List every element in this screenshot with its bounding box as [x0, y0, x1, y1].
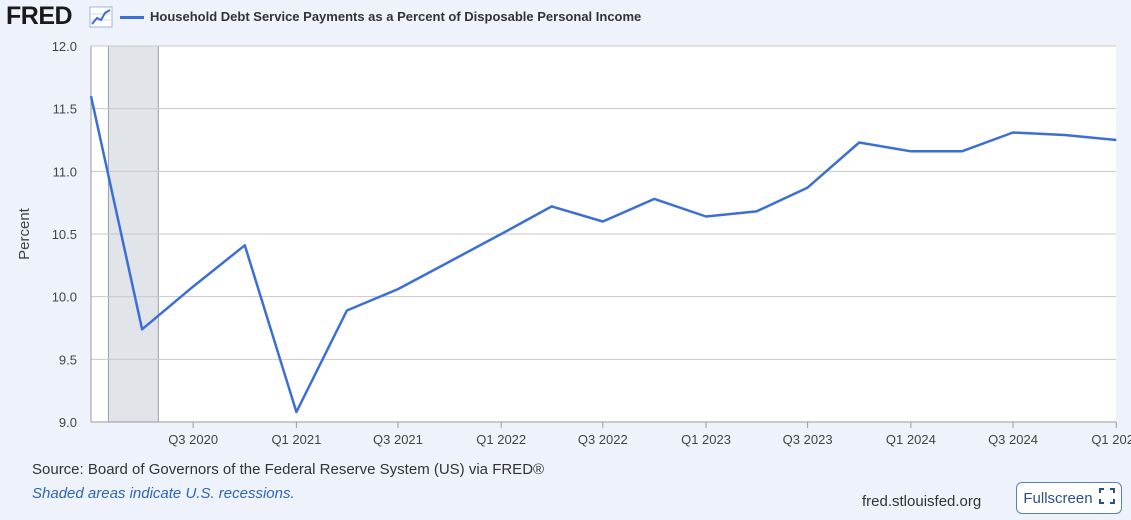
y-tick-label: 10.5	[52, 227, 77, 242]
chart-header: FRED Household Debt Service Payments as …	[0, 0, 1131, 36]
x-tick-label: Q3 2021	[373, 432, 423, 447]
fullscreen-button[interactable]: Fullscreen	[1016, 482, 1122, 514]
y-tick-label: 12.0	[52, 39, 77, 54]
x-tick-label: Q1 2022	[476, 432, 526, 447]
legend-line-swatch	[120, 16, 144, 19]
x-tick-label: Q3 2023	[783, 432, 833, 447]
x-tick-label: Q3 2020	[168, 432, 218, 447]
y-tick-label: 11.0	[53, 164, 77, 179]
footer-url-link[interactable]: fred.stlouisfed.org	[862, 493, 982, 510]
y-tick-label: 11.5	[53, 102, 77, 117]
y-tick-label: 9.0	[59, 415, 77, 430]
fullscreen-label: Fullscreen	[1023, 489, 1093, 507]
x-tick-label: Q1 2021	[271, 432, 321, 447]
y-tick-label: 9.5	[59, 352, 77, 367]
x-tick-label: Q3 2022	[578, 432, 628, 447]
footer-recession-note: Shaded areas indicate U.S. recessions.	[32, 485, 295, 502]
footer-source: Source: Board of Governors of the Federa…	[32, 461, 545, 478]
fred-chart-icon	[89, 6, 113, 33]
fullscreen-icon	[1098, 488, 1115, 508]
x-tick-label: Q1 2023	[681, 432, 731, 447]
x-tick-label: Q3 2024	[988, 432, 1038, 447]
legend-series-label: Household Debt Service Payments as a Per…	[150, 9, 642, 24]
x-tick-label: Q1 2025	[1091, 432, 1131, 447]
y-tick-label: 10.0	[52, 290, 77, 305]
y-axis-label: Percent	[16, 207, 33, 260]
x-tick-label: Q1 2024	[886, 432, 936, 447]
fred-logo[interactable]: FRED	[6, 2, 73, 30]
line-chart: 9.0 9.5 10.0 10.5 11.0 11.5 12.0 Q3 2020 Q1 2021…	[16, 39, 1131, 447]
